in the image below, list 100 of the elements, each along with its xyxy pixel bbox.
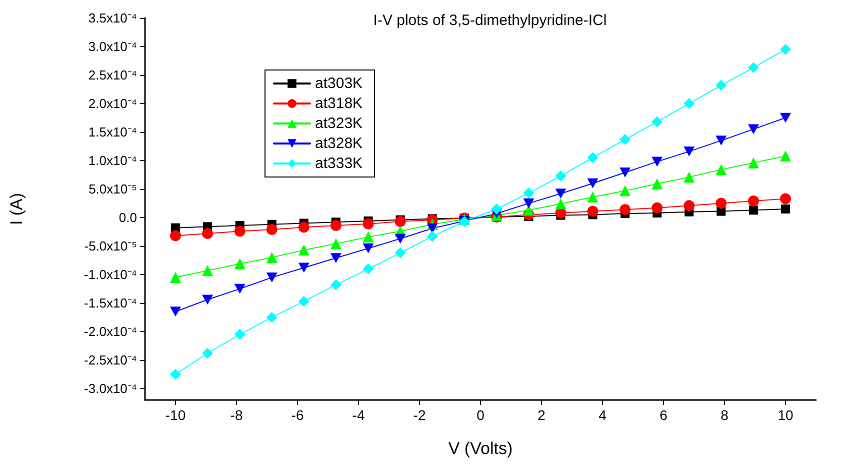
x-tick-label: 6 xyxy=(660,407,668,423)
point xyxy=(620,204,631,216)
x-tick-label: 4 xyxy=(598,407,607,423)
point xyxy=(587,152,598,164)
point xyxy=(684,98,695,110)
point xyxy=(780,193,791,204)
point xyxy=(620,168,631,178)
x-axis-title: V (Volts) xyxy=(448,439,513,458)
point xyxy=(523,204,534,216)
point xyxy=(523,198,534,208)
x-tick-label: -4 xyxy=(352,407,365,423)
point xyxy=(716,136,727,146)
point xyxy=(394,216,406,228)
point xyxy=(362,231,374,242)
x-tick-label: -10 xyxy=(165,407,186,423)
y-tick-label: -5.0x10⁻⁵ xyxy=(84,238,137,254)
point xyxy=(266,224,278,236)
point xyxy=(330,253,342,263)
x-tick-label: 10 xyxy=(778,407,794,423)
point xyxy=(202,265,214,276)
point xyxy=(620,134,631,145)
point xyxy=(266,272,278,282)
point xyxy=(202,294,214,305)
point xyxy=(362,243,374,254)
point xyxy=(748,157,759,168)
point xyxy=(394,247,406,258)
point xyxy=(491,204,502,214)
point xyxy=(780,44,791,55)
legend-label: at303K xyxy=(315,75,363,92)
y-tick-label: 1.0x10⁻⁴ xyxy=(88,153,137,168)
point xyxy=(170,368,181,380)
point xyxy=(716,80,727,91)
point xyxy=(170,272,181,283)
point xyxy=(780,112,791,123)
point xyxy=(748,124,759,134)
point xyxy=(684,146,695,156)
point xyxy=(555,170,566,182)
y-tick-label: -2.5x10⁻⁴ xyxy=(84,352,137,368)
point xyxy=(780,150,791,162)
y-tick-label: 1.5x10⁻⁴ xyxy=(88,124,137,140)
point xyxy=(716,198,727,209)
point xyxy=(266,312,278,323)
x-tick-label: 0 xyxy=(476,407,485,423)
y-tick-label: 3.0x10⁻⁴ xyxy=(88,39,137,54)
y-tick-label: 5.0x10⁻⁵ xyxy=(88,182,137,197)
point xyxy=(555,198,566,210)
point xyxy=(426,223,438,234)
y-tick-label: -3.0x10⁻⁴ xyxy=(84,381,137,396)
x-tick-label: -2 xyxy=(413,407,426,423)
point xyxy=(202,228,214,240)
point xyxy=(748,206,758,215)
point xyxy=(684,200,695,212)
point xyxy=(298,296,310,307)
point xyxy=(523,188,534,199)
point xyxy=(620,185,631,196)
point xyxy=(555,188,566,199)
point xyxy=(266,252,278,263)
point xyxy=(362,218,374,230)
point xyxy=(394,234,406,244)
point xyxy=(748,196,759,207)
legend-label: at328K xyxy=(315,135,363,152)
legend-label: at318K xyxy=(315,95,363,112)
point xyxy=(202,348,214,359)
point xyxy=(587,178,598,188)
point xyxy=(298,262,310,273)
point xyxy=(298,244,310,256)
point xyxy=(652,178,663,190)
y-axis-title: I (A) xyxy=(7,192,26,226)
point xyxy=(748,62,759,74)
point xyxy=(170,306,181,317)
point xyxy=(426,230,438,242)
point xyxy=(362,263,374,274)
point xyxy=(652,156,663,167)
point xyxy=(330,220,342,232)
y-tick-label: -1.5x10⁻⁴ xyxy=(84,296,137,311)
x-tick-label: 2 xyxy=(538,407,546,423)
y-tick-label: -2.0x10⁻⁴ xyxy=(84,324,137,340)
legend-label: at323K xyxy=(315,115,363,132)
point xyxy=(330,279,342,290)
point xyxy=(652,202,663,214)
x-tick-label: 8 xyxy=(720,407,729,423)
point xyxy=(587,206,598,217)
point xyxy=(716,164,727,176)
point xyxy=(587,192,598,203)
point xyxy=(298,222,310,233)
point xyxy=(234,226,246,237)
y-tick-label: 2.0x10⁻⁴ xyxy=(88,96,137,112)
x-tick-label: -6 xyxy=(291,407,304,423)
point xyxy=(234,328,246,340)
point xyxy=(781,204,790,214)
chart-title: I-V plots of 3,5-dimethylpyridine-ICl xyxy=(373,12,607,29)
point xyxy=(234,284,246,294)
x-tick-label: -8 xyxy=(230,407,243,423)
y-tick-label: 0.0 xyxy=(118,210,137,226)
legend-label: at333K xyxy=(315,155,363,172)
y-tick-label: 2.5x10⁻⁴ xyxy=(88,68,137,83)
point xyxy=(234,258,246,270)
y-tick-label: -1.0x10⁻⁴ xyxy=(84,267,137,282)
y-tick-label: 3.5x10⁻⁴ xyxy=(88,10,137,26)
point xyxy=(170,230,181,242)
